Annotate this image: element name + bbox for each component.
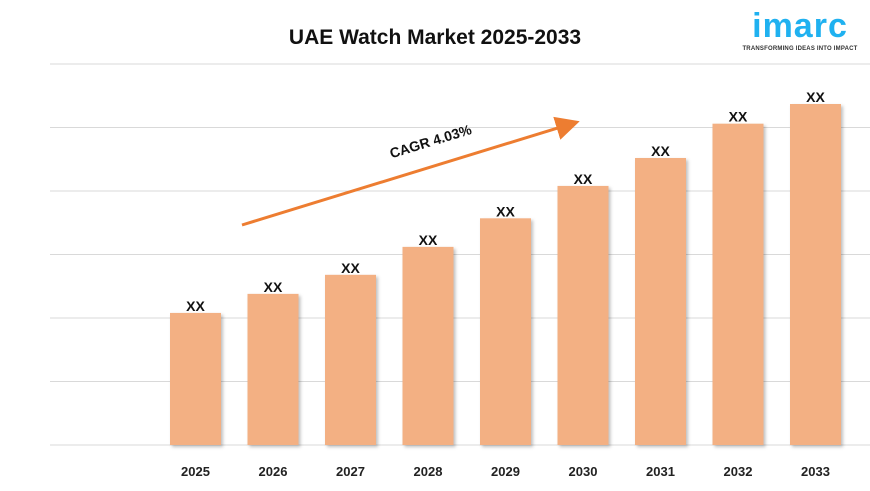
x-tick-2025: 2025 xyxy=(181,464,210,479)
data-label-2031: XX xyxy=(651,143,670,159)
x-tick-2029: 2029 xyxy=(491,464,520,479)
bar-2033 xyxy=(790,104,841,445)
bar-2031 xyxy=(635,157,686,446)
data-label-2028: XX xyxy=(419,232,438,248)
bar-2025 xyxy=(170,312,221,445)
bar-2030 xyxy=(557,185,609,446)
data-label-2027: XX xyxy=(341,260,360,276)
data-label-2032: XX xyxy=(729,109,748,125)
chart-title: UAE Watch Market 2025-2033 xyxy=(288,26,582,49)
data-label-2030: XX xyxy=(574,171,593,187)
data-label-2025: XX xyxy=(186,298,205,314)
logo-word: imarc xyxy=(752,7,848,45)
x-tick-2031: 2031 xyxy=(646,464,675,479)
bar-2032 xyxy=(712,123,764,445)
data-label-2029: XX xyxy=(496,203,515,219)
bar-2029 xyxy=(480,218,531,445)
x-tick-2030: 2030 xyxy=(569,464,598,479)
x-tick-2032: 2032 xyxy=(724,464,753,479)
imarc-logo: imarc TRANSFORMING IDEAS INTO IMPACT xyxy=(740,6,860,52)
x-tick-2027: 2027 xyxy=(336,464,365,479)
x-tick-2033: 2033 xyxy=(801,464,830,479)
bar-2028 xyxy=(402,246,454,445)
cagr-arrow xyxy=(241,116,580,227)
data-label-2033: XX xyxy=(806,89,825,105)
data-label-2026: XX xyxy=(264,279,283,295)
logo-tagline: TRANSFORMING IDEAS INTO IMPACT xyxy=(742,46,858,52)
x-tick-2028: 2028 xyxy=(414,464,443,479)
x-tick-2026: 2026 xyxy=(259,464,288,479)
bar-2027 xyxy=(325,274,376,445)
bar-2026 xyxy=(247,293,299,445)
